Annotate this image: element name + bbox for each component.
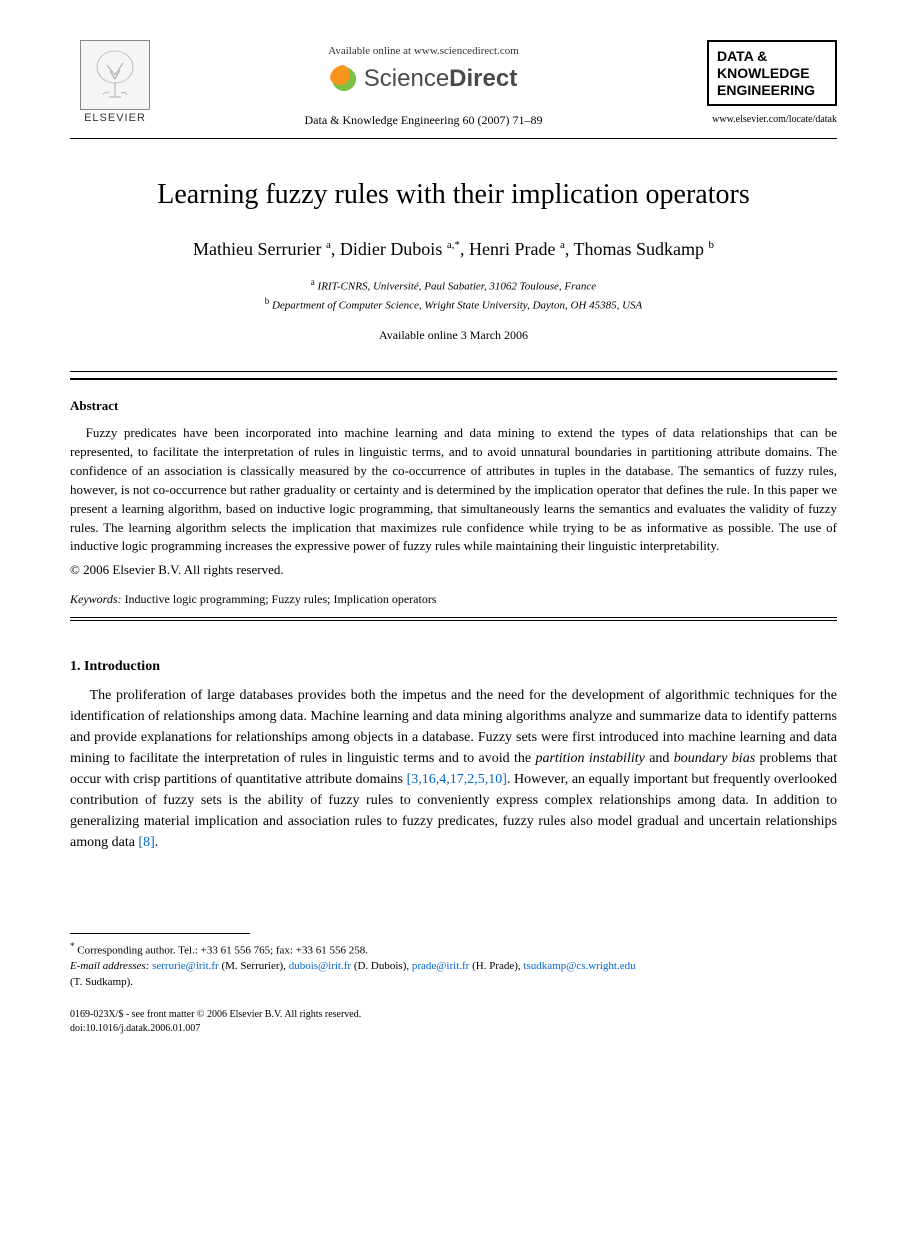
- keywords-label: Keywords:: [70, 592, 122, 606]
- journal-url: www.elsevier.com/locate/datak: [712, 114, 837, 125]
- email-name-1: (M. Serrurier),: [219, 960, 289, 972]
- author-4-sup: b: [709, 239, 715, 251]
- email-4[interactable]: tsudkamp@cs.wright.edu: [523, 960, 635, 972]
- abstract-copyright: © 2006 Elsevier B.V. All rights reserved…: [70, 562, 837, 578]
- email-3[interactable]: prade@irit.fr: [412, 960, 469, 972]
- page-footer: 0169-023X/$ - see front matter © 2006 El…: [70, 1008, 837, 1036]
- corr-text: Corresponding author. Tel.: +33 61 556 7…: [77, 945, 368, 957]
- elsevier-label: ELSEVIER: [84, 112, 146, 124]
- affiliations: a IRIT-CNRS, Université, Paul Sabatier, …: [70, 276, 837, 314]
- keywords-text: Inductive logic programming; Fuzzy rules…: [125, 592, 437, 606]
- footer-line1: 0169-023X/$ - see front matter © 2006 El…: [70, 1008, 837, 1022]
- intro-cite1[interactable]: [3,16,4,17,2,5,10]: [407, 772, 507, 787]
- intro-heading: 1. Introduction: [70, 659, 837, 675]
- author-4: Thomas Sudkamp: [574, 239, 705, 259]
- elsevier-tree-icon: [80, 40, 150, 110]
- email-2[interactable]: dubois@irit.fr: [289, 960, 351, 972]
- abstract-heading: Abstract: [70, 398, 837, 414]
- email-name-2: (D. Dubois),: [351, 960, 412, 972]
- affiliation-b: Department of Computer Science, Wright S…: [272, 300, 642, 312]
- author-2-sup: a,*: [447, 239, 460, 251]
- keywords-line: Keywords: Inductive logic programming; F…: [70, 592, 837, 607]
- aff-a-sup: a: [311, 277, 315, 287]
- article-title: Learning fuzzy rules with their implicat…: [70, 179, 837, 211]
- available-online-text: Available online at www.sciencedirect.co…: [328, 45, 519, 57]
- available-date: Available online 3 March 2006: [70, 328, 837, 343]
- intro-italic1: partition instability: [535, 751, 644, 766]
- journal-title-box: DATA & KNOWLEDGE ENGINEERING: [707, 40, 837, 106]
- sciencedirect-swirl-icon: [330, 65, 358, 93]
- affiliation-a: IRIT-CNRS, Université, Paul Sabatier, 31…: [318, 281, 597, 293]
- author-1: Mathieu Serrurier: [193, 239, 321, 259]
- sd-word-science: Science: [364, 65, 449, 92]
- author-3: Henri Prade: [469, 239, 555, 259]
- intro-paragraph: The proliferation of large databases pro…: [70, 685, 837, 853]
- elsevier-logo-block: ELSEVIER: [70, 40, 160, 124]
- email-addresses: E-mail addresses: serrurie@irit.fr (M. S…: [70, 959, 837, 990]
- intro-mid1: and: [645, 751, 674, 766]
- rule-above-abstract-1: [70, 371, 837, 372]
- sd-word-direct: Direct: [449, 65, 517, 92]
- email-name-3: (H. Prade),: [469, 960, 523, 972]
- page-header: ELSEVIER Available online at www.science…: [70, 40, 837, 128]
- corresponding-author: * Corresponding author. Tel.: +33 61 556…: [70, 940, 837, 959]
- footnote-rule: [70, 933, 250, 934]
- email-1[interactable]: serrurie@irit.fr: [152, 960, 219, 972]
- journal-box-line2: KNOWLEDGE: [717, 65, 827, 82]
- intro-cite2[interactable]: [8]: [138, 835, 154, 850]
- rule-below-keywords-1: [70, 617, 837, 618]
- journal-box-line3: ENGINEERING: [717, 82, 827, 99]
- intro-italic2: boundary bias: [674, 751, 755, 766]
- footnotes: * Corresponding author. Tel.: +33 61 556…: [70, 940, 837, 990]
- corr-sup: *: [70, 941, 75, 951]
- header-rule: [70, 138, 837, 139]
- sciencedirect-wordmark: ScienceDirect: [364, 65, 517, 93]
- email-name-4: (T. Sudkamp).: [70, 976, 133, 988]
- header-right: DATA & KNOWLEDGE ENGINEERING www.elsevie…: [687, 40, 837, 125]
- journal-box-line1: DATA &: [717, 48, 827, 65]
- sciencedirect-logo: ScienceDirect: [330, 65, 517, 93]
- author-3-sup: a: [560, 239, 565, 251]
- author-1-sup: a: [326, 239, 331, 251]
- footer-line2: doi:10.1016/j.datak.2006.01.007: [70, 1022, 837, 1036]
- rule-above-abstract-2: [70, 378, 837, 380]
- header-center: Available online at www.sciencedirect.co…: [160, 40, 687, 128]
- email-label: E-mail addresses:: [70, 960, 149, 972]
- aff-b-sup: b: [265, 296, 270, 306]
- tree-icon: [85, 45, 145, 105]
- journal-reference: Data & Knowledge Engineering 60 (2007) 7…: [305, 113, 543, 128]
- abstract-body: Fuzzy predicates have been incorporated …: [70, 424, 837, 556]
- intro-part4: .: [155, 835, 159, 850]
- author-list: Mathieu Serrurier a, Didier Dubois a,*, …: [70, 239, 837, 260]
- author-2: Didier Dubois: [340, 239, 443, 259]
- rule-below-keywords-2: [70, 620, 837, 621]
